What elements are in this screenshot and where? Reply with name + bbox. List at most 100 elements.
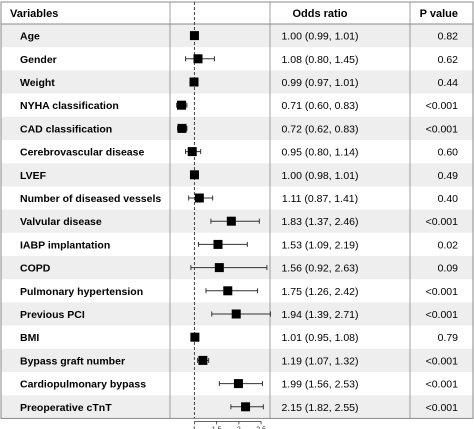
variable-label: NYHA classification (20, 100, 119, 112)
variable-label: COPD (20, 263, 51, 275)
odds-ratio-marker (241, 402, 251, 412)
odds-ratio-marker (231, 309, 241, 319)
odds-ratio-text: 0.71 (0.60, 0.83) (281, 100, 358, 112)
forest-row: Weight 0.99 (0.97, 1.01) 0.44 (20, 77, 458, 89)
forest-row: LVEF 1.00 (0.98, 1.01) 0.49 (20, 170, 458, 182)
odds-ratio-marker (187, 147, 197, 157)
p-value-text: <0.001 (426, 100, 459, 112)
p-value-text: 0.82 (438, 31, 459, 43)
forest-row: Preoperative cTnT 2.15 (1.82, 2.55) <0.001 (20, 402, 458, 414)
variable-label: Weight (20, 77, 55, 89)
odds-ratio-text: 1.08 (0.80, 1.45) (281, 54, 358, 66)
variable-label: Gender (20, 54, 57, 66)
forest-row: Cardiopulmonary bypass 1.99 (1.56, 2.53) <… (20, 379, 458, 391)
row-stripe (1, 70, 473, 94)
odds-ratio-marker (189, 170, 199, 180)
odds-ratio-text: 1.00 (0.98, 1.01) (281, 170, 358, 182)
forest-row: CAD classification 0.72 (0.62, 0.83) <0.00… (20, 123, 458, 135)
variable-label: CAD classification (20, 123, 112, 135)
odds-ratio-marker (214, 263, 224, 273)
odds-ratio-marker (189, 31, 199, 41)
forest-row: COPD 1.56 (0.92, 2.63) 0.09 (20, 263, 458, 275)
forest-row: NYHA classification 0.71 (0.60, 0.83) <0.0… (20, 100, 458, 112)
variable-label: BMI (20, 332, 39, 344)
odds-ratio-marker (189, 77, 199, 87)
forest-row: IABP implantation 1.53 (1.09, 2.19) 0.02 (20, 239, 458, 251)
header-odds-ratio: Odds ratio (292, 8, 347, 20)
row-stripe (1, 116, 473, 140)
p-value-text: 0.09 (438, 263, 459, 275)
odds-ratio-text: 2.15 (1.82, 2.55) (281, 402, 358, 414)
forest-row: Cerebrovascular disease 0.95 (0.80, 1.14)… (20, 147, 458, 159)
variable-label: Valvular disease (20, 216, 102, 228)
header-variables: Variables (10, 8, 58, 20)
p-value-text: 0.40 (438, 193, 459, 205)
variable-label: Pulmonary hypertension (20, 286, 143, 298)
variable-label: Number of diseased vessels (20, 193, 161, 205)
odds-ratio-text: 1.83 (1.37, 2.46) (281, 216, 358, 228)
p-value-text: <0.001 (426, 379, 459, 391)
odds-ratio-text: 0.99 (0.97, 1.01) (281, 77, 358, 89)
row-stripe (1, 348, 473, 372)
variable-label: IABP implantation (20, 239, 110, 251)
p-value-text: 0.62 (438, 54, 459, 66)
row-stripe (1, 24, 473, 48)
forest-row: Valvular disease 1.83 (1.37, 2.46) <0.001 (20, 216, 458, 228)
odds-ratio-text: 1.19 (1.07, 1.32) (281, 355, 358, 367)
x-tick-label: 2.5 (256, 426, 266, 429)
forest-rows: Age 1.00 (0.99, 1.01) 0.82 Gender 1.08 (0.80… (20, 31, 458, 414)
row-stripe (1, 163, 473, 187)
forest-row: Age 1.00 (0.99, 1.01) 0.82 (20, 31, 458, 43)
x-tick-label: 1.5 (212, 426, 222, 429)
forest-row: Bypass graft number 1.19 (1.07, 1.32) <0.0… (20, 355, 458, 367)
p-value-text: <0.001 (426, 402, 459, 414)
odds-ratio-text: 1.00 (0.99, 1.01) (281, 31, 358, 43)
forest-row: Pulmonary hypertension 1.75 (1.26, 2.42) <… (20, 286, 458, 298)
forest-row: Gender 1.08 (0.80, 1.45) 0.62 (20, 54, 458, 66)
odds-ratio-text: 1.01 (0.95, 1.08) (281, 332, 358, 344)
variable-label: Cardiopulmonary bypass (20, 379, 146, 391)
p-value-text: 0.02 (438, 239, 459, 251)
odds-ratio-marker (177, 100, 187, 110)
odds-ratio-text: 1.94 (1.39, 2.71) (281, 309, 358, 321)
variable-label: Previous PCI (20, 309, 85, 321)
odds-ratio-text: 1.75 (1.26, 2.42) (281, 286, 358, 298)
odds-ratio-text: 0.95 (0.80, 1.14) (281, 147, 358, 159)
p-value-text: <0.001 (426, 309, 459, 321)
variable-label: Preoperative cTnT (20, 402, 112, 414)
table-header: Variables Odds ratio P value (10, 8, 458, 20)
p-value-text: 0.44 (438, 77, 459, 89)
odds-ratio-text: 1.56 (0.92, 2.63) (281, 263, 358, 275)
table-border (0, 1, 474, 419)
x-axis: 1 1.5 2 2.5 (192, 420, 266, 429)
x-tick-label: 1 (192, 426, 196, 429)
forest-row: Number of diseased vessels 1.11 (0.87, 1.… (20, 193, 458, 205)
table-grid (0, 1, 474, 419)
odds-ratio-marker (198, 355, 208, 365)
odds-ratio-marker (194, 193, 204, 203)
variable-label: Bypass graft number (20, 355, 125, 367)
forest-row: Previous PCI 1.94 (1.39, 2.71) <0.001 (20, 309, 458, 321)
variable-label: Age (20, 31, 40, 43)
x-tick-label: 2 (237, 426, 241, 429)
p-value-text: 0.60 (438, 147, 459, 159)
p-value-text: <0.001 (426, 216, 459, 228)
header-p-value: P value (420, 8, 458, 20)
odds-ratio-marker (190, 332, 200, 342)
forest-row: BMI 1.01 (0.95, 1.08) 0.79 (20, 332, 458, 344)
odds-ratio-marker (226, 216, 236, 226)
p-value-text: <0.001 (426, 123, 459, 135)
odds-ratio-text: 1.99 (1.56, 2.53) (281, 379, 358, 391)
variable-label: LVEF (20, 170, 47, 182)
odds-ratio-marker (193, 54, 203, 64)
p-value-text: <0.001 (426, 355, 459, 367)
p-value-text: 0.79 (438, 332, 459, 344)
p-value-text: 0.49 (438, 170, 459, 182)
variable-label: Cerebrovascular disease (20, 147, 144, 159)
odds-ratio-marker (177, 123, 187, 133)
odds-ratio-text: 0.72 (0.62, 0.83) (281, 123, 358, 135)
p-value-text: <0.001 (426, 286, 459, 298)
odds-ratio-text: 1.11 (0.87, 1.41) (282, 193, 358, 205)
odds-ratio-marker (213, 239, 223, 249)
